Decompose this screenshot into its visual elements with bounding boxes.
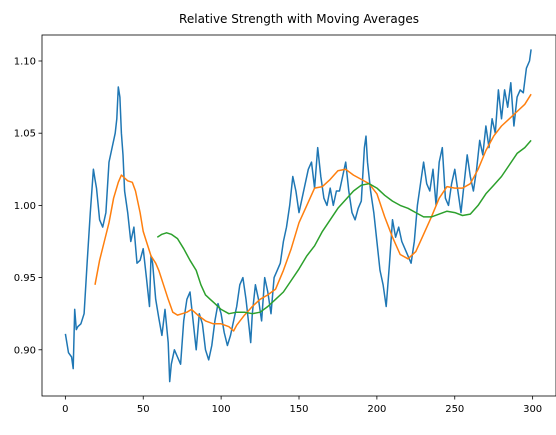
- series-line-3: [156, 139, 532, 315]
- y-tick-label: 0.90: [14, 345, 36, 356]
- y-tick-label: 1.00: [14, 201, 36, 212]
- y-axis: 0.90 0.95 1.00 1.05 1.10: [14, 56, 42, 356]
- plot-area: 0 50 100 150 200 250 300 0.90 0.95 1.00 1.05 1.10: [14, 34, 556, 415]
- series-line-2: [94, 93, 532, 332]
- y-tick-label: 1.10: [14, 56, 36, 67]
- x-tick-label: 150: [289, 404, 308, 415]
- series-line-1: [64, 49, 532, 383]
- x-tick-label: 250: [445, 404, 464, 415]
- x-tick-label: 300: [523, 404, 542, 415]
- x-tick-label: 200: [367, 404, 386, 415]
- x-tick-label: 0: [62, 404, 68, 415]
- x-axis: 0 50 100 150 200 250 300: [62, 396, 542, 415]
- y-tick-label: 1.05: [14, 129, 36, 140]
- x-tick-label: 100: [212, 404, 231, 415]
- series-layer: [64, 49, 532, 383]
- chart-title: Relative Strength with Moving Averages: [179, 12, 419, 26]
- x-tick-label: 50: [137, 404, 150, 415]
- y-tick-label: 0.95: [14, 273, 36, 284]
